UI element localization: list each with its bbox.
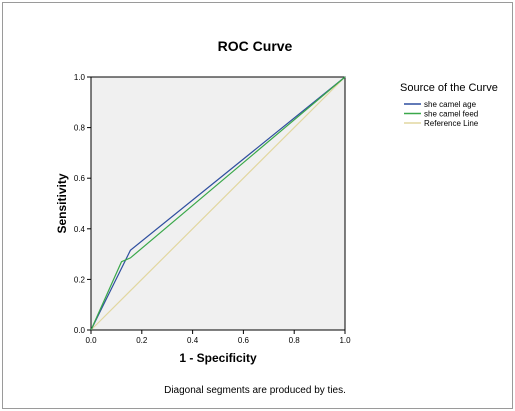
y-tick-label: 0.6	[74, 174, 86, 183]
y-tick-label: 0.0	[74, 326, 86, 335]
x-axis-label: 1 - Specificity	[179, 351, 257, 365]
series-line-she-camel-age	[90, 76, 346, 331]
legend-label-she-camel-feed: she camel feed	[424, 110, 478, 119]
series-line-she-camel-feed	[90, 76, 346, 331]
y-axis-label: Sensitivity	[55, 173, 69, 233]
x-tick-label: 0.4	[187, 336, 199, 345]
legend-label-reference-line: Reference Line	[424, 119, 479, 128]
x-tick-label: 0.2	[136, 336, 148, 345]
series-line-reference-line	[90, 76, 346, 331]
legend-label-she-camel-age: she camel age	[424, 100, 477, 109]
y-tick-label: 0.2	[74, 275, 86, 284]
footnote: Diagonal segments are produced by ties.	[164, 385, 346, 396]
x-tick-label: 0.8	[289, 336, 301, 345]
x-tick-label: 0.0	[85, 336, 97, 345]
x-tick-label: 1.0	[339, 336, 351, 345]
y-tick-label: 1.0	[74, 73, 86, 82]
y-tick-label: 0.8	[74, 124, 86, 133]
y-tick-label: 0.4	[74, 225, 86, 234]
x-tick-label: 0.6	[238, 336, 250, 345]
legend-title: Source of the Curve	[400, 82, 498, 94]
chart-title: ROC Curve	[218, 38, 293, 54]
